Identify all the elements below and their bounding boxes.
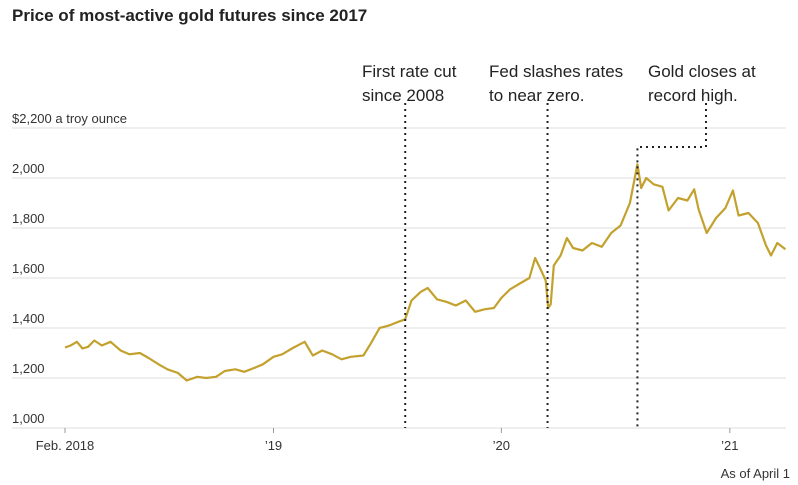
annotation-label-0-0: First rate cut <box>362 62 457 81</box>
x-tick-label-2018-02-01: Feb. 2018 <box>36 438 95 453</box>
series-line-0 <box>64 163 787 382</box>
y-tick-label-2200: $2,200 a troy ounce <box>12 111 127 126</box>
chart-title: Price of most-active gold futures since … <box>12 6 368 25</box>
y-tick-label-1200: 1,200 <box>12 361 45 376</box>
annotation-label-2-0: Gold closes at <box>648 62 756 81</box>
annotation-label-0-1: since 2008 <box>362 86 444 105</box>
x-tick-label-2020-01-01: ’20 <box>493 438 510 453</box>
annotation-label-2-1: record high. <box>648 86 738 105</box>
annotation-leader-2 <box>636 103 707 428</box>
as-of-note: As of April 1 <box>720 466 790 481</box>
y-tick-label-1000: 1,000 <box>12 411 45 426</box>
y-tick-label-1800: 1,800 <box>12 211 45 226</box>
y-tick-label-1600: 1,600 <box>12 261 45 276</box>
annotation-label-1-1: to near zero. <box>489 86 584 105</box>
y-tick-label-1400: 1,400 <box>12 311 45 326</box>
annotation-label-1-0: Fed slashes rates <box>489 62 623 81</box>
y-tick-label-2000: 2,000 <box>12 161 45 176</box>
x-tick-label-2019-01-01: ’19 <box>265 438 282 453</box>
x-tick-label-2021-01-01: ’21 <box>721 438 738 453</box>
